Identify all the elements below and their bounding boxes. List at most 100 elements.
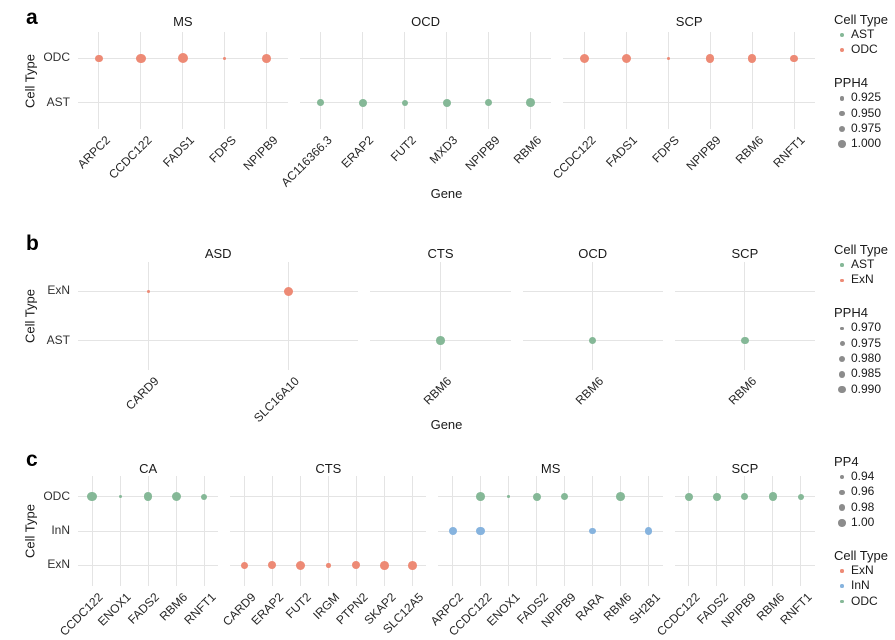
y-tick-InN: InN: [51, 523, 70, 537]
x-axis-title: Gene: [430, 186, 463, 201]
gridline-gene-RBM6: [744, 262, 746, 370]
facet-title-OCD: OCD: [411, 14, 440, 29]
gridline-gene-RNFT1: [800, 476, 802, 586]
y-tick-ODC: ODC: [43, 50, 70, 65]
dot-MXD3-AST: [442, 98, 451, 107]
gridline-gene-CCDC122: [583, 32, 585, 129]
dot-FADS2-ODC: [143, 492, 153, 501]
gridline-gene-RBM6: [751, 32, 753, 129]
dot-FADS2-ODC: [712, 492, 721, 501]
x-tick-RBM6: RBM6: [420, 374, 455, 408]
gridline-gene-FDPS: [224, 32, 226, 129]
x-tick-MXD3: MXD3: [426, 133, 461, 167]
gridline-gene-FADS1: [182, 32, 184, 129]
dot-RBM6-ODC: [616, 492, 626, 502]
legend-size-dot-1.00: [838, 519, 846, 527]
facet-title-OCD: OCD: [578, 246, 608, 261]
legend-color-label-AST: AST: [851, 27, 875, 41]
legend-size-label-0.990: 0.990: [851, 381, 882, 396]
dot-RNFT1-ODC: [201, 493, 208, 500]
gridline-row-ODC: [438, 496, 663, 498]
dot-ERAP2-ExN: [268, 561, 277, 570]
dot-RARA-InN: [589, 527, 597, 535]
gridline-gene-RBM6: [620, 476, 622, 586]
legend-size-label-0.970: 0.970: [851, 320, 882, 335]
x-tick-ARPC2: ARPC2: [74, 133, 113, 172]
dot-FADS1-ODC: [177, 53, 188, 64]
gridline-gene-RBM6: [592, 262, 594, 370]
x-tick-CCDC122: CCDC122: [549, 133, 599, 182]
legend-size-dot-0.990: [838, 385, 846, 394]
legend-color-dot-AST: [840, 33, 844, 37]
x-tick-FADS2: FADS2: [125, 590, 163, 627]
dot-FUT2-ExN: [295, 560, 305, 570]
legend-color-label-AST: AST: [851, 257, 875, 271]
gridline-gene-NPIPB9: [709, 32, 711, 129]
x-tick-FADS1: FADS1: [159, 133, 197, 170]
gridline-gene-RBM6: [529, 32, 531, 129]
x-tick-CARD9: CARD9: [219, 590, 259, 629]
legend-color-label-ExN: ExN: [851, 562, 874, 577]
dot-NPIPB9-AST: [484, 99, 492, 107]
legend-size-dot-0.98: [838, 504, 846, 511]
y-tick-ODC: ODC: [43, 488, 70, 503]
dot-ENOX1-ODC: [118, 495, 122, 499]
gridline-gene-FADS1: [625, 32, 627, 129]
gridline-gene-FADS2: [716, 476, 718, 586]
dot-PTPN2-ExN: [352, 561, 361, 570]
dot-NPIPB9-ODC: [560, 492, 569, 501]
legend-size-dot-0.94: [839, 474, 845, 480]
x-tick-RNFT1: RNFT1: [770, 133, 808, 171]
gridline-gene-CARD9: [243, 476, 245, 586]
gridline-gene-ERAP2: [271, 476, 273, 586]
x-tick-RARA: RARA: [573, 590, 607, 624]
gridline-row-AST: [299, 102, 552, 104]
dot-RNFT1-ODC: [797, 493, 804, 500]
gridline-gene-ERAP2: [362, 32, 364, 129]
x-tick-NPIPB9: NPIPB9: [462, 133, 503, 174]
gridline-gene-ENOX1: [508, 476, 510, 586]
dot-CCDC122-ODC: [579, 53, 589, 64]
dot-CCDC122-ODC: [476, 492, 485, 502]
legend-size-label-0.94: 0.94: [851, 469, 875, 483]
x-tick-RBM6: RBM6: [725, 374, 759, 408]
gridline-gene-CCDC122: [688, 476, 690, 586]
dot-ARPC2-InN: [448, 527, 457, 535]
x-tick-FUT2: FUT2: [283, 590, 315, 622]
panel-letter-c: c: [26, 448, 38, 471]
x-tick-FDPS: FDPS: [206, 133, 239, 166]
gridline-gene-IRGM: [327, 476, 329, 586]
gridline-row-ODC: [563, 57, 815, 59]
gridline-gene-RBM6: [772, 476, 774, 586]
gridline-gene-RNFT1: [793, 32, 795, 129]
x-tick-RBM6: RBM6: [732, 133, 766, 167]
x-axis-title: Gene: [430, 417, 463, 432]
x-tick-CARD9: CARD9: [123, 374, 163, 413]
legend-title-pph4: PPH4: [834, 75, 868, 91]
dot-CARD9-ExN: [240, 561, 248, 570]
gridline-gene-CCDC122: [140, 32, 142, 129]
legend-color-dot-ExN: [840, 278, 844, 283]
dot-RBM6-ODC: [171, 492, 181, 502]
x-tick-CCDC122: CCDC122: [106, 133, 155, 182]
gridline-gene-AC116366.3: [320, 32, 322, 129]
gridline-gene-ENOX1: [119, 476, 121, 586]
gridline-gene-SLC16A10: [287, 262, 289, 370]
dot-NPIPB9-ODC: [262, 54, 272, 63]
gridline-gene-NPIPB9: [487, 32, 489, 129]
dot-SH2B1-InN: [645, 527, 653, 535]
gridline-gene-RNFT1: [203, 476, 205, 586]
gridline-row-ExN: [438, 564, 663, 566]
y-tick-ExN: ExN: [47, 557, 70, 572]
dot-RBM6-AST: [588, 336, 597, 345]
legend-title-pph4: PPH4: [834, 305, 868, 321]
x-tick-FUT2: FUT2: [387, 133, 419, 165]
panel-letter-a: a: [26, 6, 38, 29]
legend-title-cell-type: Cell Type: [834, 547, 888, 563]
gridline-row-AST: [78, 340, 359, 342]
legend-size-label-0.98: 0.98: [851, 499, 875, 514]
facet-title-CA: CA: [139, 461, 158, 476]
gridline-gene-NPIPB9: [744, 476, 746, 586]
x-tick-AC116366.3: AC116366.3: [278, 133, 335, 190]
